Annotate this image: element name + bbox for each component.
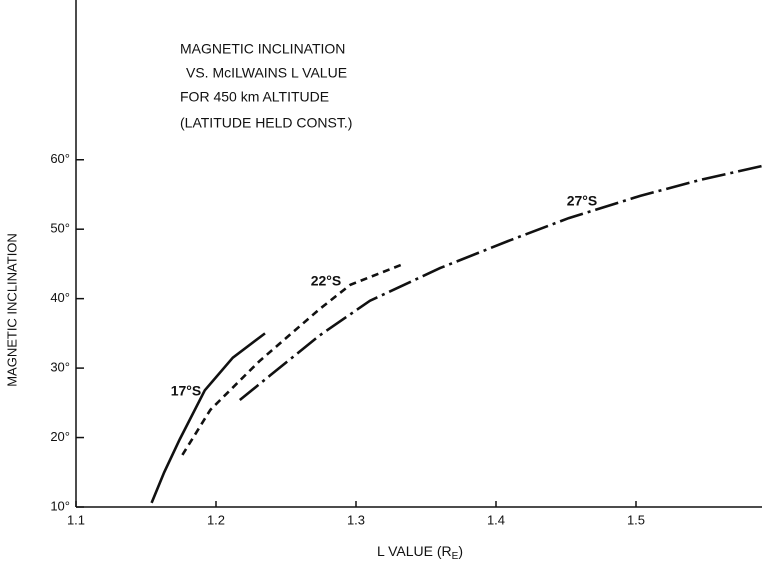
chart-title: FOR 450 km ALTITUDE bbox=[180, 89, 329, 105]
x-tick-label: 1.2 bbox=[207, 512, 225, 527]
y-tick-label: 20° bbox=[50, 429, 70, 444]
series-line bbox=[150, 332, 266, 504]
y-tick-label: 50° bbox=[50, 221, 70, 236]
series-label: 22°S bbox=[311, 273, 342, 289]
chart-title: VS. McILWAINS L VALUE bbox=[186, 65, 347, 81]
y-tick-label: 60° bbox=[50, 151, 70, 166]
x-tick-label: 1.5 bbox=[627, 512, 645, 527]
series-label: 17°S bbox=[171, 383, 202, 399]
x-tick-label: 1.1 bbox=[67, 512, 85, 527]
y-axis-label: MAGNETIC INCLINATION bbox=[4, 233, 19, 387]
chart-title: MAGNETIC INCLINATION bbox=[180, 41, 345, 57]
y-tick-label: 30° bbox=[50, 360, 70, 375]
series-line bbox=[238, 164, 762, 402]
x-tick-label: 1.4 bbox=[487, 512, 505, 527]
x-axis-label: L VALUE (RE) bbox=[377, 543, 463, 562]
series-label: 27°S bbox=[567, 193, 598, 209]
y-tick-label: 40° bbox=[50, 290, 70, 305]
series-line bbox=[181, 262, 405, 456]
y-tick-label: 10° bbox=[50, 498, 70, 513]
x-tick-label: 1.3 bbox=[347, 512, 365, 527]
chart-title: (LATITUDE HELD CONST.) bbox=[180, 115, 352, 131]
